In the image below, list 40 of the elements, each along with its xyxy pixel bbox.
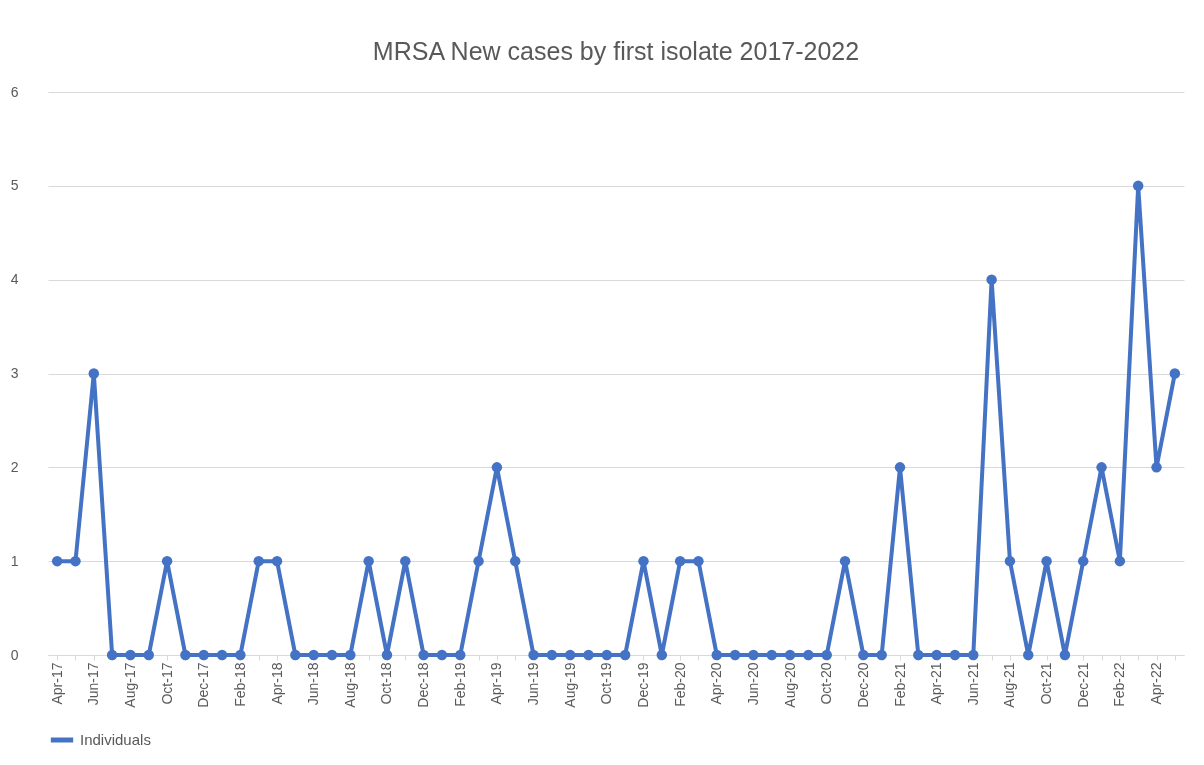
x-tick-label: Dec-19 xyxy=(634,662,651,708)
x-tick-label: Oct-19 xyxy=(598,662,615,705)
x-tick-label: Feb-19 xyxy=(451,662,468,707)
x-tick-label: Apr-18 xyxy=(268,662,285,705)
x-tick-label: Feb-18 xyxy=(231,662,248,707)
x-tick-label: Feb-21 xyxy=(891,662,908,707)
x-tick-label: Feb-22 xyxy=(1111,662,1128,707)
x-tick-label: Jun-19 xyxy=(525,662,542,706)
x-tick-label: Aug-19 xyxy=(561,662,578,708)
x-tick-label: Oct-20 xyxy=(818,662,835,705)
x-tick-label: Oct-18 xyxy=(378,662,395,705)
x-tick-label: Dec-21 xyxy=(1074,662,1091,708)
x-tick-label: Aug-18 xyxy=(341,662,358,708)
x-tick-label: Aug-20 xyxy=(781,662,798,708)
y-tick-label: 3 xyxy=(10,365,19,381)
x-tick-label: Feb-20 xyxy=(671,662,688,707)
x-tick-label: Apr-17 xyxy=(48,662,65,705)
x-tick-label: Apr-22 xyxy=(1148,662,1165,705)
x-tick-label: Jun-17 xyxy=(85,662,102,706)
legend-label: Individuals xyxy=(80,731,151,748)
x-tick-label: Dec-18 xyxy=(415,662,432,708)
x-tick-label: Apr-19 xyxy=(488,662,505,705)
y-tick-label: 2 xyxy=(10,458,19,475)
y-tick-label: 6 xyxy=(10,83,19,100)
x-tick-label: Dec-20 xyxy=(854,662,871,708)
x-tick-label: Oct-17 xyxy=(158,662,175,705)
x-tick-label: Dec-17 xyxy=(195,662,212,708)
y-tick-label: 4 xyxy=(10,271,19,288)
x-tick-label: Apr-20 xyxy=(708,662,725,705)
x-tick-label: Jun-20 xyxy=(744,662,761,706)
x-tick-label: Aug-17 xyxy=(121,662,138,708)
x-tick-label: Aug-21 xyxy=(1001,662,1018,708)
y-tick-label: 0 xyxy=(10,646,19,663)
x-tick-label: Oct-21 xyxy=(1038,662,1055,705)
x-tick-label: Jun-18 xyxy=(305,662,322,706)
x-tick-label: Jun-21 xyxy=(964,662,981,706)
y-tick-label: 1 xyxy=(10,552,19,569)
x-tick-label: Apr-21 xyxy=(928,662,945,705)
y-tick-label: 5 xyxy=(10,177,19,194)
chart-title: MRSA New cases by first isolate 2017-2022 xyxy=(372,37,860,65)
